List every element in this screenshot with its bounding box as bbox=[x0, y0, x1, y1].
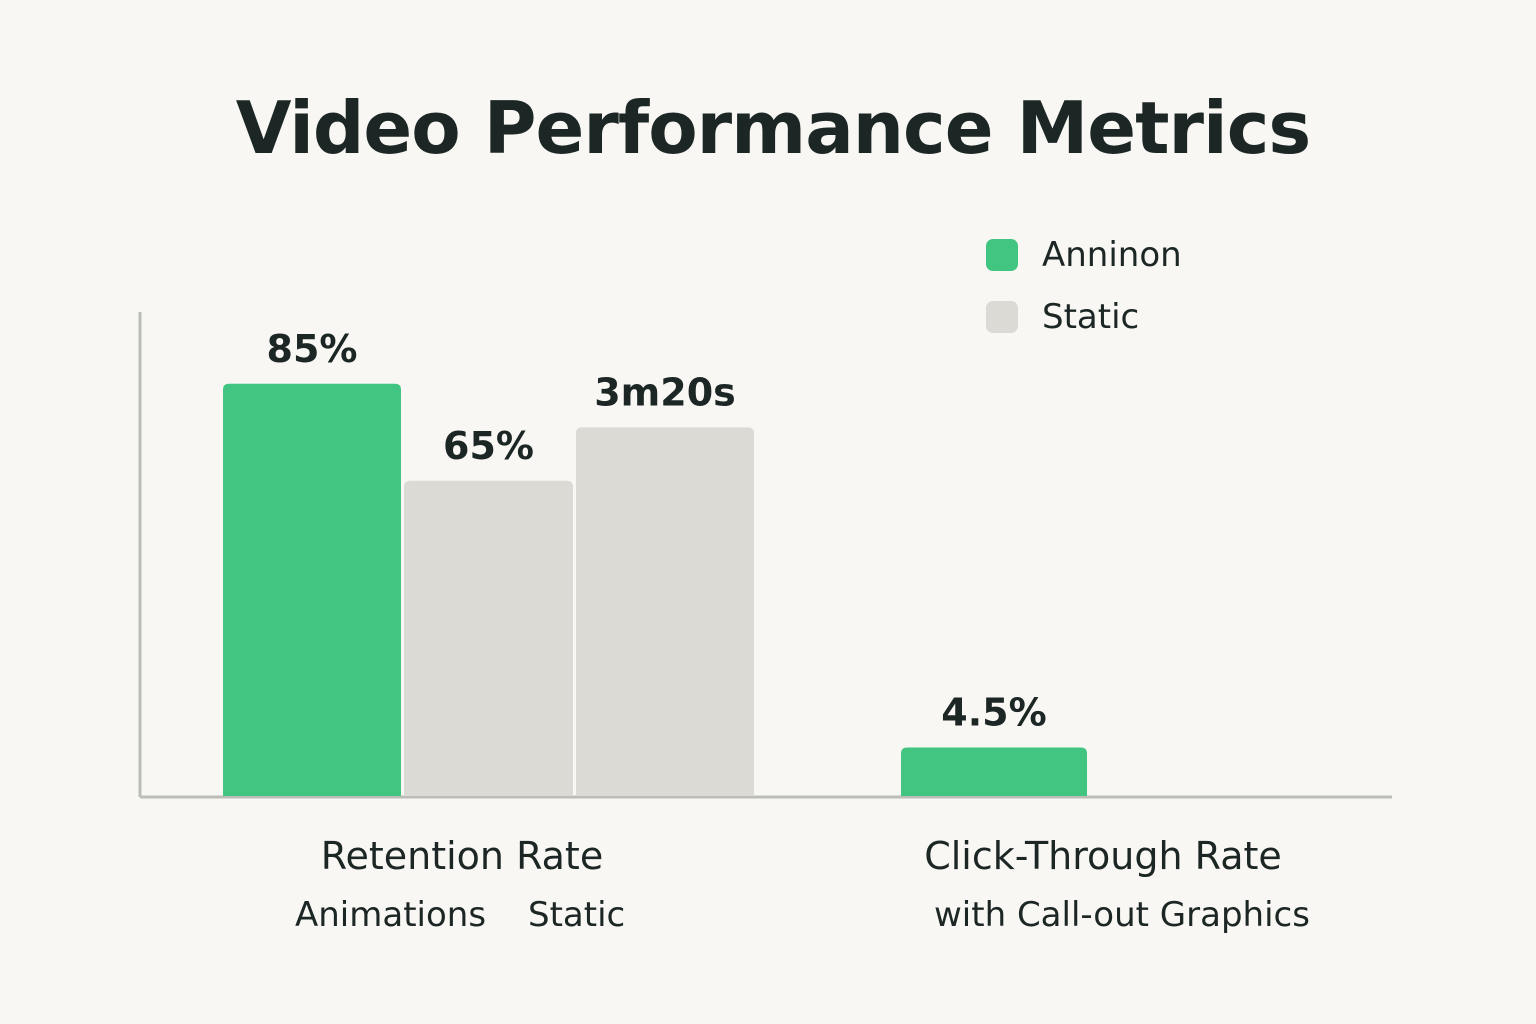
bar-2 bbox=[404, 480, 573, 796]
bar-value-label-1: 85% bbox=[267, 327, 358, 371]
category-label-retention-rate: Retention Rate bbox=[320, 834, 604, 878]
sublabel-animations: Animations bbox=[295, 895, 487, 935]
bar-1 bbox=[223, 383, 401, 796]
legend-swatch-static bbox=[986, 301, 1018, 333]
legend-label-static: Static bbox=[1042, 297, 1140, 337]
value-labels-layer: 85% 65% 3m20s 4.5% bbox=[267, 327, 1047, 735]
chart-title: Video Performance Metrics bbox=[235, 86, 1312, 170]
category-label-click-through-rate: Click-Through Rate bbox=[924, 834, 1282, 878]
legend-label-anninon: Anninon bbox=[1042, 235, 1182, 275]
sublabel-with-call-out-graphics: with Call-out Graphics bbox=[934, 895, 1310, 935]
legend-swatch-anninon bbox=[986, 239, 1018, 271]
sublabel-static: Static bbox=[528, 895, 626, 935]
bar-4 bbox=[901, 747, 1087, 796]
legend-item-static: Static bbox=[986, 296, 1182, 338]
legend-item-anninon: Anninon bbox=[986, 234, 1182, 276]
bar-value-label-2: 65% bbox=[443, 424, 534, 468]
bar-value-label-3: 3m20s bbox=[594, 370, 736, 414]
bar-3 bbox=[576, 427, 754, 796]
bars-layer bbox=[223, 383, 1087, 796]
legend: Anninon Static bbox=[986, 234, 1182, 358]
bar-value-label-4: 4.5% bbox=[941, 691, 1046, 735]
